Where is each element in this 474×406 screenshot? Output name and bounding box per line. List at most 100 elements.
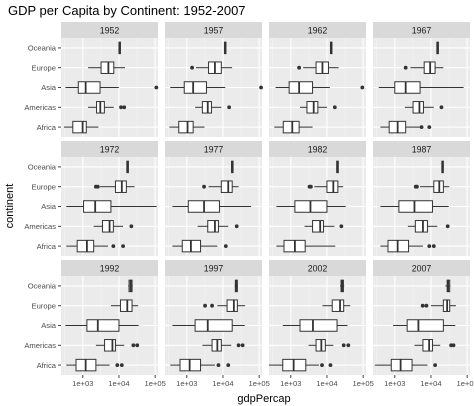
outlier-point [415, 184, 419, 189]
x-tick-label: 1e+04 [212, 379, 233, 388]
y-axis-title: continent [4, 184, 16, 229]
outlier-point [122, 105, 127, 110]
facet-strip-label: 1987 [412, 145, 432, 155]
y-tick-label: Africa [37, 123, 57, 132]
outlier-point [339, 224, 344, 229]
box-africa [274, 120, 313, 134]
box-oceania [234, 279, 238, 293]
box-iqr [72, 120, 87, 134]
facet-strip [373, 22, 470, 38]
box-asia [66, 200, 157, 213]
outlier-point [119, 105, 123, 110]
box-iqr [207, 220, 219, 233]
outlier-point [341, 343, 346, 348]
facet-strip-label: 1977 [204, 145, 224, 155]
box-asia [65, 81, 159, 94]
facet-strip-label: 1997 [204, 264, 224, 274]
facet-panel-1952: 1952 Oceania Europe Asia Americas Africa [24, 22, 159, 137]
facet-strip [373, 141, 470, 157]
box-iqr [398, 200, 433, 213]
box-iqr [114, 180, 127, 193]
outlier-point [236, 343, 241, 348]
x-tick-label: 1e+05 [248, 379, 269, 388]
box-iqr [326, 180, 339, 193]
outlier-point [115, 363, 120, 367]
facet-strip [61, 22, 158, 38]
box-iqr [76, 239, 95, 253]
box-iqr [119, 299, 133, 312]
box-iqr [414, 220, 428, 233]
y-tick-label: Europe [32, 301, 57, 310]
facet-strip-label: 1967 [412, 26, 432, 36]
box-asia [172, 200, 252, 213]
box-africa [169, 120, 205, 134]
outlier-point [234, 224, 239, 229]
box-oceania [223, 41, 227, 55]
box-africa [269, 358, 333, 372]
outlier-point [420, 303, 425, 308]
facet-strip-label: 1957 [204, 26, 224, 36]
outlier-point [451, 343, 456, 348]
outlier-point [95, 184, 100, 189]
facet-panel-1982: 1982 [269, 141, 366, 256]
outlier-point [135, 343, 140, 348]
facet-strip [269, 22, 366, 38]
box-americas [93, 220, 134, 233]
x-axis-title: gdpPercap [237, 393, 290, 405]
box-oceania [126, 160, 129, 174]
facet-panel-1962: 1962 [269, 22, 366, 137]
outlier-point [360, 85, 365, 90]
box-americas [195, 101, 232, 114]
box-iqr [100, 61, 115, 74]
x-tick-label: 1e+03 [72, 379, 93, 388]
outlier-point [433, 363, 437, 367]
outlier-point [297, 65, 302, 70]
y-tick-label: Americas [24, 341, 56, 350]
outlier-point [190, 65, 194, 70]
box-iqr [331, 299, 345, 312]
box-africa [172, 239, 228, 253]
outlier-point [445, 224, 450, 229]
facet-panels: 1952 Oceania Europe Asia Americas Africa 1957 1… [24, 22, 474, 388]
box-europe [88, 61, 126, 74]
box-iqr [86, 319, 120, 332]
facet-panel-1992: 1992 Oceania Europe Asia Americas Africa 1e+03… [24, 260, 166, 388]
box-europe [93, 180, 135, 193]
outlier-point [131, 343, 136, 348]
box-africa [374, 358, 437, 372]
box-iqr [406, 319, 444, 332]
box-americas [414, 339, 456, 352]
box-europe [110, 299, 139, 312]
chart-title: GDP per Capita by Continent: 1952-2007 [8, 3, 246, 18]
box-oceania [441, 160, 444, 174]
box-africa [66, 358, 124, 372]
box-oceania [128, 279, 133, 293]
box-oceania [436, 41, 439, 55]
outlier-point [154, 85, 159, 90]
outlier-point [216, 363, 221, 367]
outlier-point [203, 303, 207, 308]
outlier-point [320, 363, 324, 367]
box-americas [404, 101, 444, 114]
x-tick-label: 1e+04 [108, 379, 129, 388]
box-africa [276, 239, 336, 253]
facet-strip-label: 1962 [308, 26, 328, 36]
box-iqr [394, 81, 421, 94]
box-americas [300, 101, 337, 114]
outlier-point [332, 105, 337, 110]
y-tick-label: Asia [41, 321, 57, 330]
facet-strip [165, 260, 262, 276]
box-europe [403, 61, 444, 74]
y-tick-label: Oceania [28, 44, 57, 53]
outlier-point [129, 224, 134, 229]
y-tick-label: Europe [32, 63, 57, 72]
y-tick-label: Africa [37, 242, 57, 251]
box-iqr [77, 81, 101, 94]
outlier-point [226, 363, 231, 367]
y-tick-label: Oceania [28, 282, 57, 291]
facet-strip-label: 2002 [308, 264, 328, 274]
x-tick-label: 1e+03 [176, 379, 197, 388]
facet-strip [269, 260, 366, 276]
box-americas [202, 339, 245, 352]
outlier-point [119, 363, 124, 367]
